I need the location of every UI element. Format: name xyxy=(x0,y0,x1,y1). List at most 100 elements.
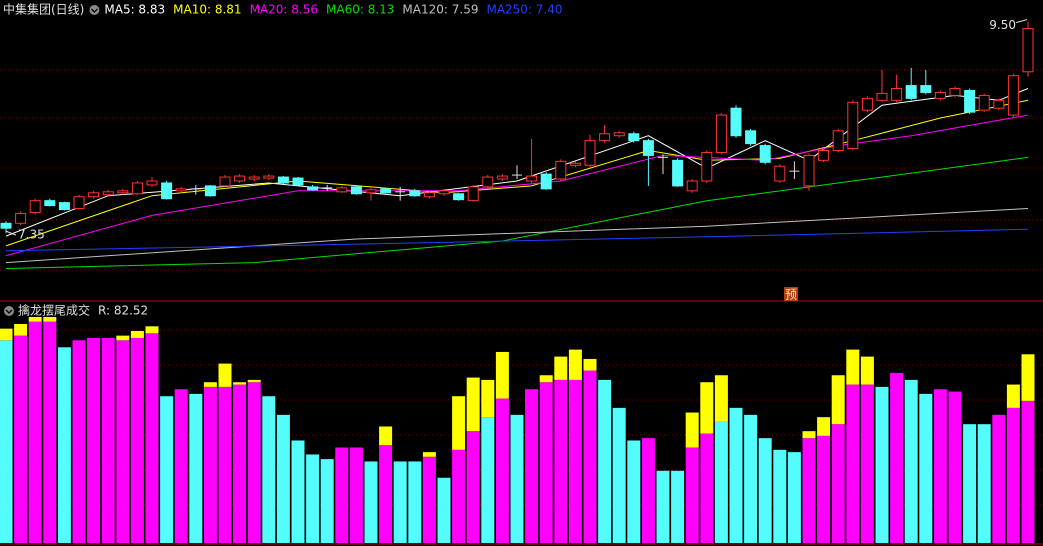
bar-segment xyxy=(495,398,509,543)
candle-body xyxy=(496,175,508,180)
bar-segment xyxy=(539,375,553,383)
bar-segment xyxy=(233,384,247,543)
menu-icon xyxy=(4,306,14,316)
bar-segment xyxy=(422,452,436,457)
candle-body xyxy=(774,165,786,182)
bar-segment xyxy=(495,351,509,399)
candle-body xyxy=(175,188,187,192)
bar-segment xyxy=(233,382,247,385)
ma-line xyxy=(5,228,1029,252)
candle-body xyxy=(818,149,830,161)
bar-segment xyxy=(787,452,801,543)
candle-body xyxy=(131,182,143,195)
candle-body xyxy=(526,175,538,182)
legend-entry: MA20: 8.56 xyxy=(250,3,318,17)
candle-body xyxy=(263,175,275,179)
bar-segment xyxy=(700,382,714,434)
bar-segment xyxy=(890,372,904,543)
bar-segment xyxy=(904,379,918,543)
ma-line xyxy=(5,114,1029,257)
bar-segment xyxy=(466,377,480,432)
bar-segment xyxy=(262,396,276,543)
bar-segment xyxy=(744,414,758,543)
bar-segment xyxy=(291,440,305,543)
candle-body xyxy=(102,191,114,196)
bar-segment xyxy=(0,328,13,341)
candle-body xyxy=(569,162,581,166)
candle-body xyxy=(759,145,771,163)
bar-segment xyxy=(160,396,174,543)
candle-body xyxy=(628,133,640,142)
bar-segment xyxy=(583,370,597,543)
bar-segment xyxy=(116,340,130,543)
bar-segment xyxy=(364,461,378,543)
candle-body xyxy=(161,182,173,200)
low-arrow xyxy=(5,230,17,236)
candle-body xyxy=(117,190,129,194)
bar-segment xyxy=(977,424,991,543)
bar-segment xyxy=(802,431,816,439)
bar-segment xyxy=(641,438,655,543)
bar-segment xyxy=(685,447,699,543)
candle-body xyxy=(292,177,304,186)
bar-segment xyxy=(831,375,845,425)
bar-segment xyxy=(379,426,393,446)
bar-segment xyxy=(598,379,612,543)
bar-segment xyxy=(28,321,42,543)
bar-segment xyxy=(408,461,422,543)
candle-body xyxy=(613,132,625,137)
bar-segment xyxy=(817,417,831,436)
candle-body xyxy=(277,176,289,184)
candle-body xyxy=(891,88,903,101)
candle-body xyxy=(964,89,976,113)
bar-segment xyxy=(860,356,874,385)
bar-segment xyxy=(28,316,42,322)
bar-segment xyxy=(87,337,101,543)
candle-body xyxy=(540,173,552,190)
bar-segment xyxy=(145,333,159,543)
bar-segment xyxy=(130,330,144,338)
candle-body xyxy=(365,189,377,194)
candle-body xyxy=(730,107,742,137)
ma-line xyxy=(5,156,1029,269)
candle-body xyxy=(993,99,1005,109)
candle-body xyxy=(44,200,56,207)
legend-entry: MA10: 8.81 xyxy=(173,3,241,17)
bar-segment xyxy=(218,386,232,543)
menu-icon-arrow xyxy=(5,309,13,314)
bar-segment xyxy=(203,386,217,543)
bar-segment xyxy=(218,363,232,387)
bar-segment xyxy=(671,470,685,543)
legend-entry: MA250: 7.40 xyxy=(486,3,562,17)
bar-segment xyxy=(627,440,641,543)
candle-body xyxy=(307,186,319,191)
candle-body xyxy=(1007,75,1019,116)
bar-segment xyxy=(481,379,495,418)
bar-segment xyxy=(568,379,582,543)
indicator-title: 擒龙摆尾成交 xyxy=(18,303,90,318)
bar-segment xyxy=(437,477,451,543)
candle-body xyxy=(701,151,713,182)
candle-body xyxy=(350,186,362,195)
candle-body xyxy=(978,94,990,111)
candle-body xyxy=(672,159,684,187)
bar-segment xyxy=(0,340,13,543)
bar-segment xyxy=(320,459,334,543)
bar-segment xyxy=(72,340,86,543)
bar-segment xyxy=(963,424,977,543)
bar-segment xyxy=(247,379,261,383)
candle-body xyxy=(58,202,70,211)
candle-body xyxy=(686,180,698,192)
candle-body xyxy=(949,88,961,96)
bar-segment xyxy=(554,356,568,380)
bar-segment xyxy=(919,393,933,543)
bar-segment xyxy=(130,337,144,543)
bar-segment xyxy=(846,349,860,385)
bar-segment xyxy=(306,454,320,543)
candle-body xyxy=(248,176,260,180)
badge: 预 xyxy=(785,288,797,302)
bar-segment xyxy=(948,391,962,543)
candle-body xyxy=(555,160,567,180)
bar-segment xyxy=(189,393,203,543)
